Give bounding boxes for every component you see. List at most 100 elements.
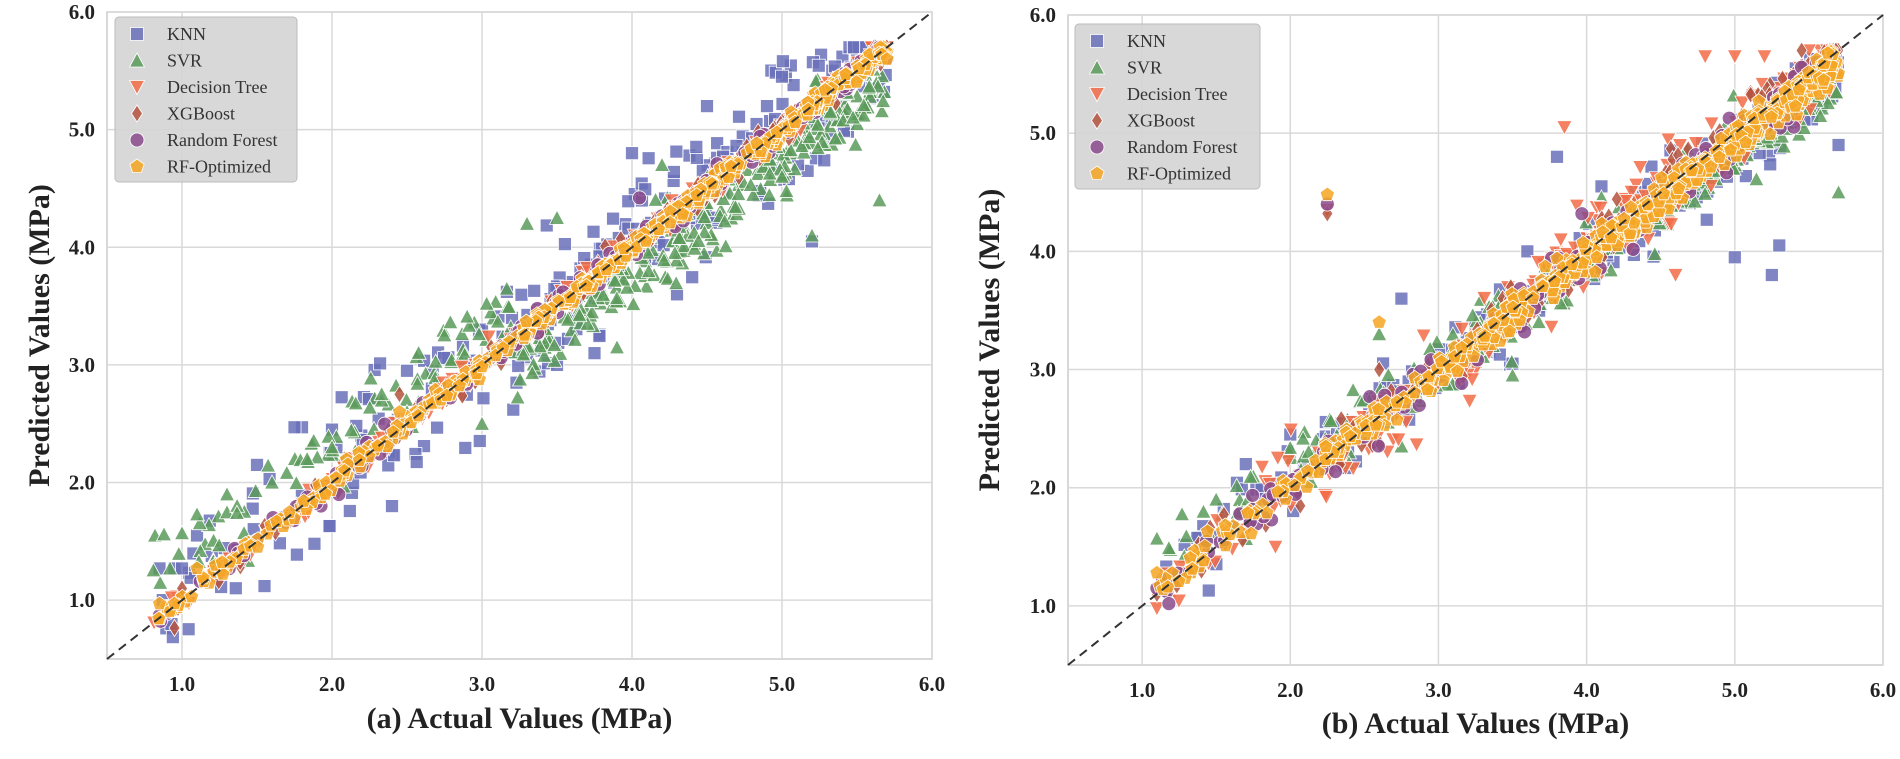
- data-point: [307, 536, 322, 551]
- data-point: [1625, 241, 1641, 257]
- data-point: [536, 347, 553, 363]
- data-point: [287, 420, 302, 435]
- data-point: [1259, 504, 1275, 520]
- data-point: [844, 109, 862, 125]
- data-point: [1696, 185, 1714, 201]
- legend-label: RF-Optimized: [1127, 164, 1231, 184]
- legend-marker: [128, 52, 146, 68]
- legend-label: Random Forest: [167, 130, 278, 150]
- data-point: [801, 128, 818, 145]
- y-tick-label: 6.0: [1030, 3, 1056, 27]
- data-point: [1328, 464, 1343, 480]
- legend-a: KNN SVR Decision Tree XGBoost Random Forest R…: [114, 16, 298, 183]
- data-point: [1449, 363, 1466, 378]
- data-point: [700, 99, 714, 114]
- data-point: [1592, 200, 1609, 217]
- y-axis-label-a: Predicted Values (MPa): [23, 184, 56, 487]
- data-point: [1738, 169, 1753, 184]
- data-point: [632, 190, 647, 206]
- data-point: [1173, 505, 1191, 522]
- data-point: [689, 139, 704, 154]
- data-point: [1161, 596, 1177, 611]
- data-point: [1722, 141, 1739, 157]
- data-point: [723, 158, 739, 173]
- data-point: [1394, 291, 1409, 306]
- data-point: [1197, 538, 1213, 553]
- data-point: [686, 240, 703, 256]
- data-point: [717, 237, 734, 254]
- data-point: [1812, 107, 1829, 123]
- data-point: [1667, 268, 1684, 284]
- data-point: [1671, 138, 1689, 154]
- data-point: [727, 198, 744, 214]
- y-tick-label: 4.0: [69, 235, 95, 259]
- series-rf-optimized: [1149, 42, 1846, 596]
- data-point: [288, 474, 305, 490]
- data-point: [1660, 132, 1677, 148]
- data-point: [1319, 186, 1335, 202]
- data-point: [659, 270, 676, 286]
- data-point: [667, 274, 685, 291]
- y-ticks-b: 1.0 2.0 3.0 4.0 5.0 6.0: [1030, 3, 1056, 618]
- data-point: [1419, 381, 1436, 397]
- data-point: [855, 107, 872, 123]
- data-point: [793, 137, 810, 153]
- x-tick-label: 6.0: [1870, 678, 1896, 702]
- data-point: [1318, 438, 1334, 454]
- legend-label: KNN: [167, 24, 206, 44]
- data-point: [873, 102, 891, 119]
- data-point: [458, 308, 476, 324]
- data-point: [582, 292, 600, 308]
- data-point: [675, 237, 693, 254]
- data-point: [427, 353, 444, 369]
- data-point: [1149, 564, 1165, 580]
- legend-label: XGBoost: [167, 104, 235, 124]
- legend-marker: [1090, 34, 1104, 48]
- data-point: [298, 450, 316, 466]
- data-point: [855, 96, 872, 113]
- legend-marker: [1091, 111, 1103, 130]
- data-point: [1160, 539, 1178, 555]
- x-tick-label: 3.0: [1425, 678, 1451, 702]
- data-point: [1831, 138, 1846, 152]
- data-point: [583, 303, 601, 320]
- data-point: [472, 434, 487, 448]
- data-point: [1201, 583, 1216, 598]
- data-point: [720, 169, 737, 184]
- data-point: [666, 244, 684, 260]
- data-point: [509, 389, 526, 405]
- data-point: [1646, 245, 1663, 261]
- data-point: [191, 514, 208, 531]
- data-point: [546, 336, 563, 352]
- data-point: [1699, 212, 1714, 227]
- data-point: [839, 100, 856, 116]
- data-point: [846, 40, 861, 55]
- data-point: [594, 286, 612, 302]
- y-tick-label: 2.0: [69, 471, 95, 495]
- data-point: [442, 313, 459, 330]
- data-point: [710, 136, 725, 151]
- data-point: [803, 227, 821, 243]
- data-point: [809, 116, 826, 132]
- data-point: [1525, 290, 1541, 305]
- x-tick-label: 1.0: [1129, 678, 1155, 702]
- y-axis-label-b: Predicted Values (MPa): [973, 189, 1006, 492]
- data-point: [263, 474, 281, 490]
- x-tick-label: 2.0: [319, 672, 345, 696]
- data-point: [1267, 539, 1284, 556]
- data-point: [1819, 94, 1837, 110]
- data-point: [500, 298, 517, 314]
- data-point: [296, 493, 312, 508]
- data-point: [1623, 199, 1639, 214]
- data-point: [1830, 183, 1847, 200]
- data-point: [161, 559, 179, 576]
- data-point: [566, 331, 584, 347]
- data-point: [1795, 41, 1808, 60]
- legend-marker: [128, 80, 146, 96]
- data-point: [400, 363, 414, 378]
- data-point: [1568, 198, 1586, 215]
- x-tick-label: 1.0: [169, 672, 195, 696]
- data-point: [168, 618, 181, 638]
- y-tick-label: 1.0: [69, 588, 95, 612]
- data-point: [1380, 366, 1397, 382]
